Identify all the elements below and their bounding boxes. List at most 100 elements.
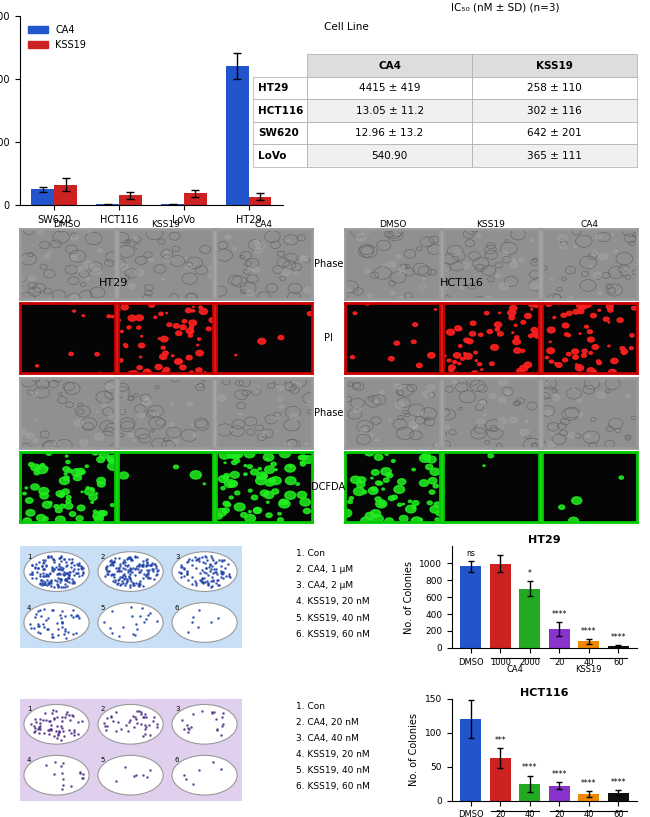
- Circle shape: [589, 351, 593, 355]
- Circle shape: [356, 234, 365, 241]
- Circle shape: [223, 502, 229, 506]
- Bar: [490, 758, 510, 801]
- Circle shape: [554, 363, 556, 364]
- Circle shape: [394, 342, 400, 345]
- Text: 3: 3: [175, 707, 179, 712]
- Circle shape: [497, 332, 503, 336]
- Circle shape: [34, 467, 38, 470]
- Circle shape: [84, 488, 94, 495]
- Circle shape: [278, 518, 283, 522]
- Circle shape: [578, 310, 584, 314]
- Circle shape: [159, 338, 161, 339]
- Circle shape: [621, 349, 628, 354]
- Circle shape: [33, 439, 38, 443]
- Bar: [460, 719, 481, 801]
- Circle shape: [96, 493, 98, 494]
- Circle shape: [25, 487, 27, 489]
- Circle shape: [285, 464, 295, 472]
- Circle shape: [55, 516, 65, 523]
- Circle shape: [571, 497, 582, 504]
- Circle shape: [248, 465, 252, 468]
- Circle shape: [272, 489, 279, 494]
- Circle shape: [396, 255, 400, 258]
- Circle shape: [625, 394, 630, 398]
- Circle shape: [81, 471, 85, 474]
- Text: ****: ****: [551, 770, 567, 779]
- Circle shape: [367, 294, 372, 298]
- Circle shape: [495, 322, 502, 328]
- Circle shape: [564, 333, 569, 336]
- Circle shape: [592, 252, 597, 256]
- Circle shape: [96, 411, 98, 413]
- Text: 6. KSS19, 60 nM: 6. KSS19, 60 nM: [296, 630, 370, 639]
- Circle shape: [365, 269, 370, 273]
- Circle shape: [487, 329, 493, 333]
- Bar: [578, 641, 599, 648]
- Circle shape: [370, 434, 374, 436]
- Circle shape: [116, 309, 120, 311]
- Circle shape: [392, 495, 397, 499]
- Circle shape: [379, 502, 385, 506]
- Ellipse shape: [24, 603, 89, 642]
- Circle shape: [261, 490, 269, 496]
- Text: 6: 6: [175, 757, 179, 763]
- Circle shape: [383, 265, 385, 266]
- Circle shape: [32, 392, 38, 396]
- Circle shape: [101, 404, 107, 408]
- Circle shape: [532, 332, 538, 336]
- Circle shape: [217, 395, 226, 401]
- Circle shape: [229, 496, 233, 499]
- Circle shape: [90, 488, 94, 490]
- Text: 2. CA4, 1 μM: 2. CA4, 1 μM: [296, 565, 353, 574]
- Circle shape: [365, 302, 370, 305]
- Circle shape: [459, 376, 465, 380]
- Circle shape: [584, 325, 588, 328]
- Circle shape: [62, 489, 70, 494]
- Circle shape: [31, 464, 40, 471]
- Circle shape: [448, 368, 454, 372]
- Circle shape: [180, 325, 186, 329]
- Circle shape: [348, 500, 352, 503]
- Text: 4: 4: [27, 605, 31, 610]
- Circle shape: [18, 251, 22, 253]
- Circle shape: [280, 405, 283, 408]
- Circle shape: [551, 434, 554, 435]
- Circle shape: [46, 451, 51, 455]
- Circle shape: [630, 334, 634, 337]
- Circle shape: [188, 334, 192, 337]
- Circle shape: [255, 243, 265, 249]
- Circle shape: [94, 510, 97, 513]
- Circle shape: [491, 345, 499, 350]
- Circle shape: [624, 377, 627, 378]
- Circle shape: [358, 477, 366, 483]
- Circle shape: [307, 401, 313, 405]
- Circle shape: [49, 502, 52, 504]
- Title: DMSO: DMSO: [379, 220, 406, 229]
- Ellipse shape: [172, 603, 237, 642]
- Circle shape: [528, 334, 533, 337]
- Circle shape: [208, 274, 214, 278]
- Bar: [119, 195, 142, 205]
- Circle shape: [588, 337, 594, 342]
- Circle shape: [192, 310, 195, 312]
- Circle shape: [118, 359, 123, 362]
- Circle shape: [175, 359, 182, 364]
- Circle shape: [278, 512, 281, 515]
- Circle shape: [376, 481, 381, 485]
- Circle shape: [230, 471, 239, 478]
- Text: 2. CA4, 20 nM: 2. CA4, 20 nM: [296, 718, 359, 727]
- Circle shape: [191, 424, 194, 426]
- Ellipse shape: [24, 551, 89, 592]
- Circle shape: [582, 349, 588, 353]
- Ellipse shape: [24, 704, 89, 744]
- Circle shape: [155, 364, 162, 369]
- Bar: [608, 792, 629, 801]
- Circle shape: [71, 295, 79, 301]
- Circle shape: [289, 465, 292, 467]
- Circle shape: [381, 467, 391, 475]
- Circle shape: [224, 474, 229, 478]
- Circle shape: [423, 391, 432, 398]
- Circle shape: [257, 472, 267, 480]
- Circle shape: [185, 264, 192, 269]
- Circle shape: [137, 366, 142, 369]
